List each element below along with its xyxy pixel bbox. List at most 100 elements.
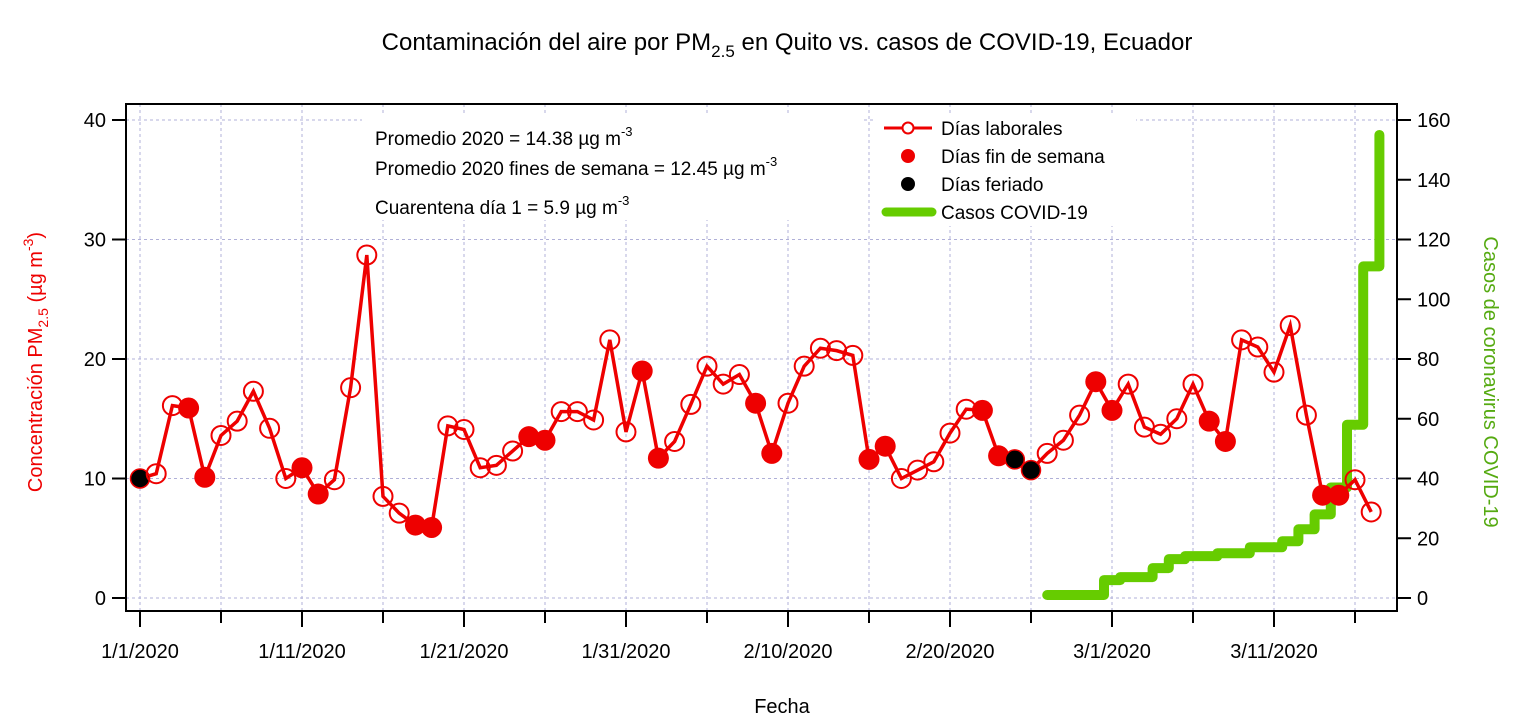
legend-entry-fin-de-semana: Días fin de semana xyxy=(901,147,1105,168)
point-laboral xyxy=(712,373,734,395)
point-fin-de-semana xyxy=(761,442,783,464)
point-laboral xyxy=(340,377,362,399)
point-feriado xyxy=(1020,459,1042,481)
point-laboral xyxy=(1279,315,1301,337)
point-laboral xyxy=(259,417,281,439)
x-tick-label: 3/11/2020 xyxy=(1230,641,1318,663)
point-laboral xyxy=(210,424,232,446)
point-laboral xyxy=(939,422,961,444)
point-laboral xyxy=(1295,404,1317,426)
y-right-tick-label: 0 xyxy=(1417,588,1428,610)
axes: 0 10 20 30 40 0 20 40 60 80 100 120 140 160 1/1/2020 1/… xyxy=(84,110,1451,663)
point-laboral xyxy=(890,468,912,489)
x-tick-label: 1/21/2020 xyxy=(420,641,509,663)
y-right-tick-label: 100 xyxy=(1417,289,1450,311)
point-laboral xyxy=(728,364,750,386)
point-laboral xyxy=(793,355,815,377)
point-laboral xyxy=(1052,429,1074,451)
point-fin-de-semana xyxy=(874,435,896,457)
legend-label: Casos COVID-19 xyxy=(941,203,1088,224)
x-tick-label: 1/11/2020 xyxy=(258,641,346,663)
x-tick-label: 2/10/2020 xyxy=(744,641,833,663)
point-fin-de-semana xyxy=(178,397,200,419)
legend-entry-laborales: Días laborales xyxy=(884,119,1062,140)
y-right-tick-label: 160 xyxy=(1417,110,1450,132)
point-laboral xyxy=(826,340,848,362)
point-laboral xyxy=(583,409,605,431)
y-right-tick-label: 60 xyxy=(1417,409,1439,431)
filled-circle-icon xyxy=(901,149,915,163)
point-laboral xyxy=(809,337,831,359)
point-fin-de-semana xyxy=(307,483,329,505)
point-laboral xyxy=(550,401,572,423)
legend-label: Días fin de semana xyxy=(941,147,1105,168)
point-laboral xyxy=(1182,373,1204,395)
annotation-weekend-average: Promedio 2020 fines de semana = 12.45 µg… xyxy=(375,154,777,180)
legend-entry-feriado: Días feriado xyxy=(901,175,1043,196)
point-laboral xyxy=(485,454,507,476)
point-laboral xyxy=(388,502,410,524)
point-laboral xyxy=(145,463,167,485)
y-left-tick-label: 0 xyxy=(95,588,106,610)
point-laboral xyxy=(469,457,491,479)
point-laboral xyxy=(566,401,588,423)
legend-entry-covid: Casos COVID-19 xyxy=(881,203,1088,224)
point-laboral xyxy=(680,393,702,415)
point-laboral xyxy=(502,440,524,462)
plot-frame xyxy=(125,103,1398,612)
legend-label: Días laborales xyxy=(941,119,1062,140)
point-laboral xyxy=(275,468,297,489)
y-right-tick-label: 140 xyxy=(1417,170,1450,192)
point-fin-de-semana xyxy=(1101,399,1123,421)
point-laboral xyxy=(372,485,394,507)
point-laboral xyxy=(1360,501,1382,523)
x-tick-label: 1/31/2020 xyxy=(582,641,671,663)
y-left-tick-label: 10 xyxy=(84,469,106,491)
point-laboral xyxy=(453,419,475,441)
point-laboral xyxy=(599,329,621,351)
point-fin-de-semana xyxy=(404,514,426,536)
point-laboral xyxy=(323,469,345,491)
point-fin-de-semana xyxy=(745,392,767,414)
covid-cases-line xyxy=(1042,129,1385,601)
point-feriado xyxy=(1004,449,1026,470)
x-axis-label: Fecha xyxy=(754,696,810,718)
y-axis-left-label: Concentración PM2.5 (µg m-3) xyxy=(20,232,51,492)
y-left-tick-label: 40 xyxy=(84,110,106,132)
point-laboral xyxy=(1166,408,1188,430)
y-right-tick-label: 40 xyxy=(1417,469,1439,491)
point-laboral xyxy=(1247,336,1269,358)
point-laboral xyxy=(356,244,378,266)
chart-title: Contaminación del aire por PM2.5 en Quit… xyxy=(382,29,1193,61)
point-fin-de-semana xyxy=(1328,484,1350,506)
point-fin-de-semana xyxy=(647,447,669,469)
point-laboral xyxy=(923,451,945,473)
point-fin-de-semana xyxy=(194,466,216,488)
point-laboral xyxy=(1036,442,1058,464)
y-axis-right-label: Casos de coronavirus COVID-19 xyxy=(1479,236,1501,527)
open-circle-icon xyxy=(901,121,915,135)
covid-series xyxy=(1042,129,1385,601)
point-laboral xyxy=(1150,423,1172,445)
y-left-tick-label: 20 xyxy=(84,349,106,371)
point-laboral xyxy=(842,344,864,366)
x-tick-label: 3/1/2020 xyxy=(1073,641,1151,663)
point-laboral xyxy=(615,421,637,443)
y-left-tick-label: 30 xyxy=(84,230,106,252)
point-laboral xyxy=(437,415,459,437)
point-laboral xyxy=(1263,361,1285,383)
point-fin-de-semana xyxy=(518,426,540,448)
point-fin-de-semana xyxy=(971,399,993,421)
annotation-quarantine: Cuarentena día 1 = 5.9 µg m-3 xyxy=(375,193,629,219)
filled-circle-icon xyxy=(901,177,915,191)
point-feriado xyxy=(129,468,151,489)
point-laboral xyxy=(1344,469,1366,491)
legend: Días laborales Días fin de semana Días f… xyxy=(876,116,1136,226)
annotation-average: Promedio 2020 = 14.38 µg m-3 xyxy=(375,124,633,150)
x-tick-label: 1/1/2020 xyxy=(101,641,179,663)
point-fin-de-semana xyxy=(1198,410,1220,432)
point-laboral xyxy=(664,430,686,452)
point-fin-de-semana xyxy=(1214,430,1236,452)
point-fin-de-semana xyxy=(291,457,313,479)
